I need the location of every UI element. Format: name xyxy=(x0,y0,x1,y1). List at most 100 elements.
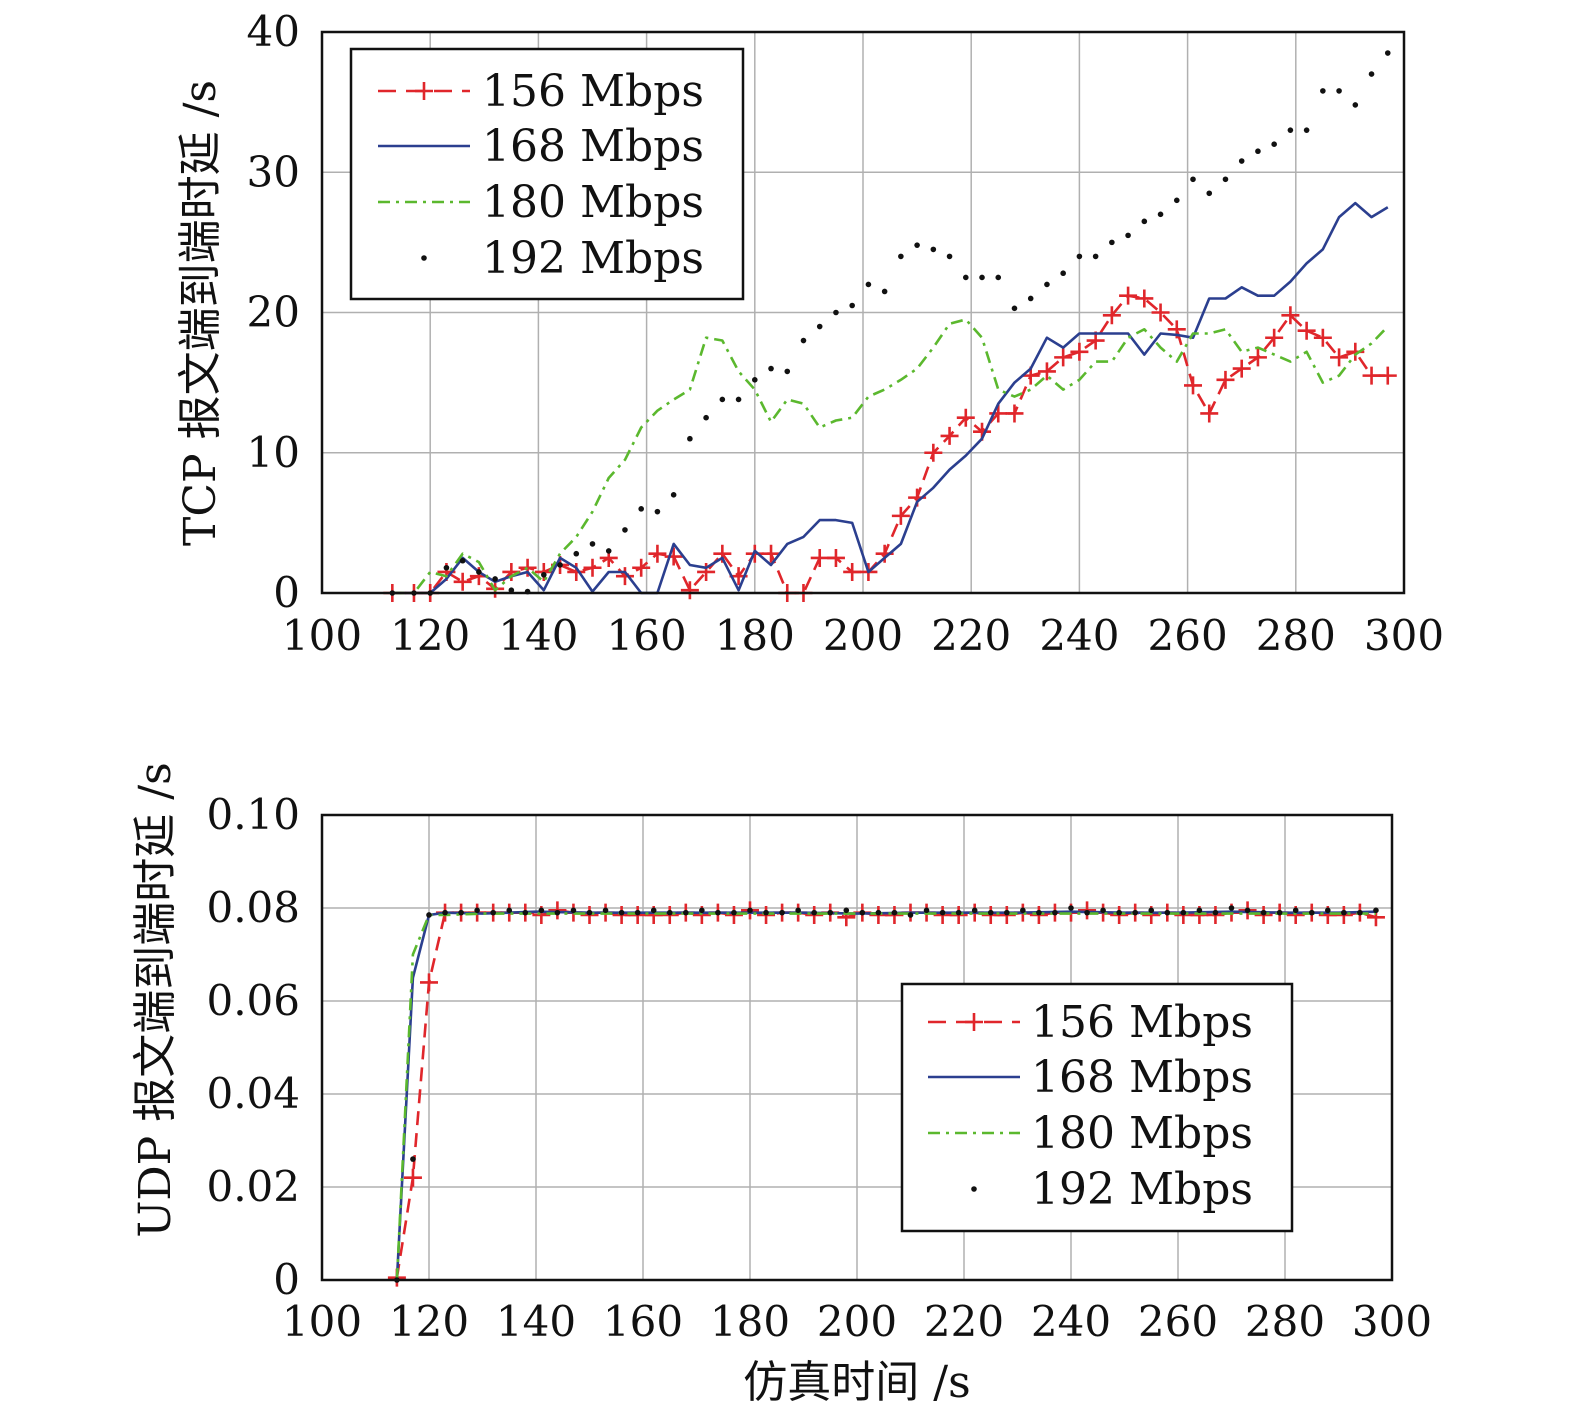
udp-x-tick-label: 280 xyxy=(1245,1297,1325,1346)
udp-series-192-mbps-point xyxy=(650,907,657,914)
udp-series-192-mbps-point xyxy=(859,909,866,916)
tcp-series-192-mbps-point xyxy=(914,242,920,248)
udp-series-192-mbps-point xyxy=(875,909,882,916)
tcp-series-192-mbps-point xyxy=(1255,148,1261,155)
tcp-y-tick-label: 10 xyxy=(247,428,300,477)
udp-series-192-mbps-point xyxy=(1148,907,1155,914)
tcp-series-156-mbps-marker xyxy=(891,506,910,525)
tcp-series-192-mbps-point xyxy=(1125,232,1131,239)
tcp-series-156-mbps-marker xyxy=(924,443,943,462)
tcp-series-192-mbps-point xyxy=(816,323,823,330)
tcp-series-192-mbps-point xyxy=(1044,281,1050,288)
udp-y-tick-label: 0.08 xyxy=(206,883,300,932)
tcp-series-192-mbps-point xyxy=(1157,211,1164,218)
udp-series-192-mbps-point xyxy=(618,909,625,916)
udp-series-192-mbps-point xyxy=(987,909,994,916)
udp-series-192-mbps-point xyxy=(1244,907,1251,914)
udp-y-axis-title: UDP 报文端到端时延 /s xyxy=(130,762,181,1237)
udp-series-192-mbps-point xyxy=(634,909,641,916)
udp-series-192-mbps-point xyxy=(1068,905,1074,911)
udp-series-192-mbps-point xyxy=(779,909,785,916)
udp-series-192-mbps-point xyxy=(426,912,432,918)
tcp-series-192-mbps-point xyxy=(881,288,888,295)
tcp-legend-entry-156-mbps-marker xyxy=(415,82,433,100)
tcp-series-192-mbps-point xyxy=(995,274,1002,281)
udp-series-192-mbps-point xyxy=(410,1156,416,1162)
tcp-y-tick-label: 40 xyxy=(247,7,300,56)
tcp-series-192-mbps-point xyxy=(1271,141,1277,147)
tcp-series-192-mbps-point xyxy=(1238,158,1245,164)
udp-series-192-mbps-point xyxy=(442,909,448,916)
tcp-y-axis-title: TCP 报文端到端时延 /s xyxy=(175,80,226,546)
tcp-series-192-mbps-point xyxy=(492,576,498,582)
udp-y-tick-label: 0.04 xyxy=(206,1069,300,1118)
tcp-x-tick-label: 240 xyxy=(1039,611,1119,660)
tcp-legend-entry-156-mbps: 156 Mbps xyxy=(378,66,704,117)
tcp-series-156-mbps-marker xyxy=(1200,404,1219,423)
udp-series-192-mbps-point xyxy=(715,909,721,916)
tcp-y-tick-label: 30 xyxy=(247,147,300,196)
udp-chart: 100 120 140 160 180 200 220 240 260 280 300 00.020… xyxy=(130,762,1432,1408)
tcp-x-tick-label: 260 xyxy=(1148,611,1228,660)
tcp-series-192-mbps-point xyxy=(1060,270,1066,277)
tcp-series-180-mbps xyxy=(392,318,1389,595)
udp-legend-box xyxy=(900,982,1294,1233)
udp-x-tick-label: 120 xyxy=(389,1297,469,1346)
tcp-series-192-mbps-point xyxy=(1303,127,1310,133)
tcp-series-192-mbps-point xyxy=(1320,88,1326,94)
tcp-series-192-mbps-point xyxy=(1076,253,1083,260)
udp-x-tick-label: 200 xyxy=(817,1297,897,1346)
udp-legend-entry-156-mbps-marker xyxy=(965,1013,983,1031)
tcp-series-156-mbps-marker xyxy=(1135,289,1154,308)
udp-series-192-mbps-point xyxy=(1164,909,1171,916)
udp-series-192-mbps-point xyxy=(458,909,464,916)
udp-series-192-mbps-point xyxy=(570,907,577,914)
tcp-x-tick-label: 200 xyxy=(823,611,903,660)
udp-series-180-mbps-line xyxy=(395,912,1376,1281)
tcp-series-192-mbps-point xyxy=(768,365,774,372)
tcp-x-tick-label: 140 xyxy=(498,611,578,660)
tcp-series-156-mbps-marker xyxy=(1232,359,1251,378)
udp-series-192-mbps-point xyxy=(586,909,593,916)
tcp-series-192-mbps-point xyxy=(557,562,563,568)
udp-series-192-mbps-point xyxy=(602,907,609,914)
tcp-series-156-mbps-marker xyxy=(989,404,1008,423)
tcp-y-tick-label: 0 xyxy=(273,568,300,617)
tcp-x-tick-label: 100 xyxy=(282,611,362,660)
tcp-legend-entry-192-mbps: 192 Mbps xyxy=(421,233,704,284)
tcp-series-192-mbps-point xyxy=(930,246,937,253)
tcp-series-192-mbps-point xyxy=(962,274,969,281)
tcp-series-156-mbps-marker xyxy=(1248,348,1267,367)
tcp-series-192-mbps-point xyxy=(979,274,985,281)
udp-series-192-mbps-point xyxy=(474,907,480,914)
udp-series-192-mbps-point xyxy=(1036,909,1042,916)
udp-series-192-mbps-point xyxy=(1132,909,1138,916)
udp-series-192-mbps-point xyxy=(843,907,850,914)
udp-plot-frame xyxy=(320,813,1394,1282)
udp-series-192-mbps-point xyxy=(1308,909,1315,916)
udp-series-192-mbps-point xyxy=(1004,909,1010,916)
tcp-series-192-mbps-point xyxy=(1092,253,1099,260)
udp-series-192-mbps-point xyxy=(827,909,834,916)
tcp-series-192-mbps-point xyxy=(508,587,515,593)
udp-series-192-mbps-point xyxy=(538,907,545,914)
udp-series-192-mbps-point xyxy=(731,909,737,916)
tcp-series-156-mbps-marker xyxy=(648,544,667,563)
udp-series-192-mbps-point xyxy=(1084,909,1090,916)
tcp-series-156-mbps-marker xyxy=(1362,366,1381,385)
udp-series-192-mbps-point xyxy=(506,907,513,914)
tcp-series-192-mbps-point xyxy=(1027,295,1034,302)
udp-series-192-mbps-point xyxy=(554,909,561,916)
tcp-series-156-mbps-marker xyxy=(1102,306,1121,325)
tcp-series-192-mbps-point xyxy=(719,396,726,403)
tcp-series-156-mbps-marker xyxy=(1281,306,1300,325)
udp-x-tick-label: 160 xyxy=(603,1297,683,1346)
udp-series-192-mbps-point xyxy=(1276,909,1283,916)
tcp-series-156-mbps-marker xyxy=(1119,286,1138,305)
udp-series-192-mbps-point xyxy=(1116,909,1122,916)
tcp-series-192-mbps-point xyxy=(541,571,547,578)
tcp-legend-entry-168-mbps-label: 168 Mbps xyxy=(482,121,704,172)
tcp-series-192-mbps-point xyxy=(1368,71,1375,77)
